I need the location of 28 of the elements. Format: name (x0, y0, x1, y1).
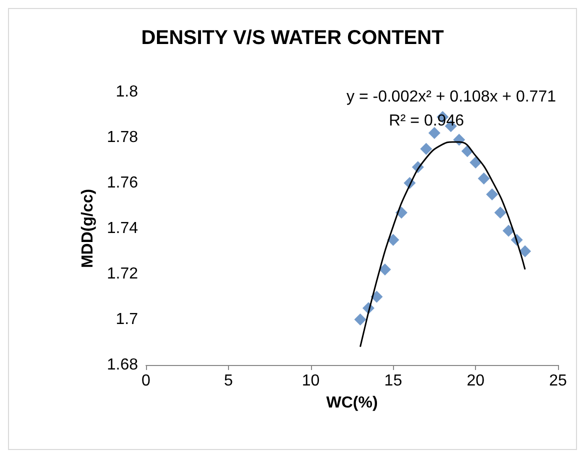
point (519, 245, 532, 258)
y-tick-label: 1.74 (106, 220, 138, 237)
point (354, 314, 366, 326)
y-tick-label: 1.8 (116, 84, 138, 100)
point (378, 263, 391, 276)
y-tick-label: 1.72 (106, 266, 138, 282)
x-tick-label: 10 (302, 372, 320, 390)
point (478, 172, 490, 184)
x-tick-label: 15 (384, 372, 402, 390)
point (494, 206, 506, 219)
point (470, 156, 482, 169)
y-axis-title: MDD(g/cc) (79, 188, 96, 268)
point (428, 126, 440, 139)
chart-title: DENSITY V/S WATER CONTENT (141, 27, 444, 49)
y-tick-label: 1.78 (106, 129, 138, 146)
x-tick-label: 5 (224, 372, 233, 390)
point (420, 142, 432, 155)
point (486, 188, 498, 200)
y-tick-label: 1.76 (106, 174, 138, 192)
x-tick-label: 25 (549, 372, 567, 390)
point (502, 224, 515, 237)
point (387, 234, 400, 246)
annotation: y = -0.002x² + 0.108x + 0.771 (346, 88, 556, 106)
x-tick-label: 20 (466, 372, 485, 390)
x-axis-title: WC(%) (326, 394, 378, 412)
x-tick-label: 0 (142, 372, 151, 390)
y-tick-label: 1.7 (116, 311, 138, 328)
y-tick-label: 1.68 (106, 356, 138, 374)
